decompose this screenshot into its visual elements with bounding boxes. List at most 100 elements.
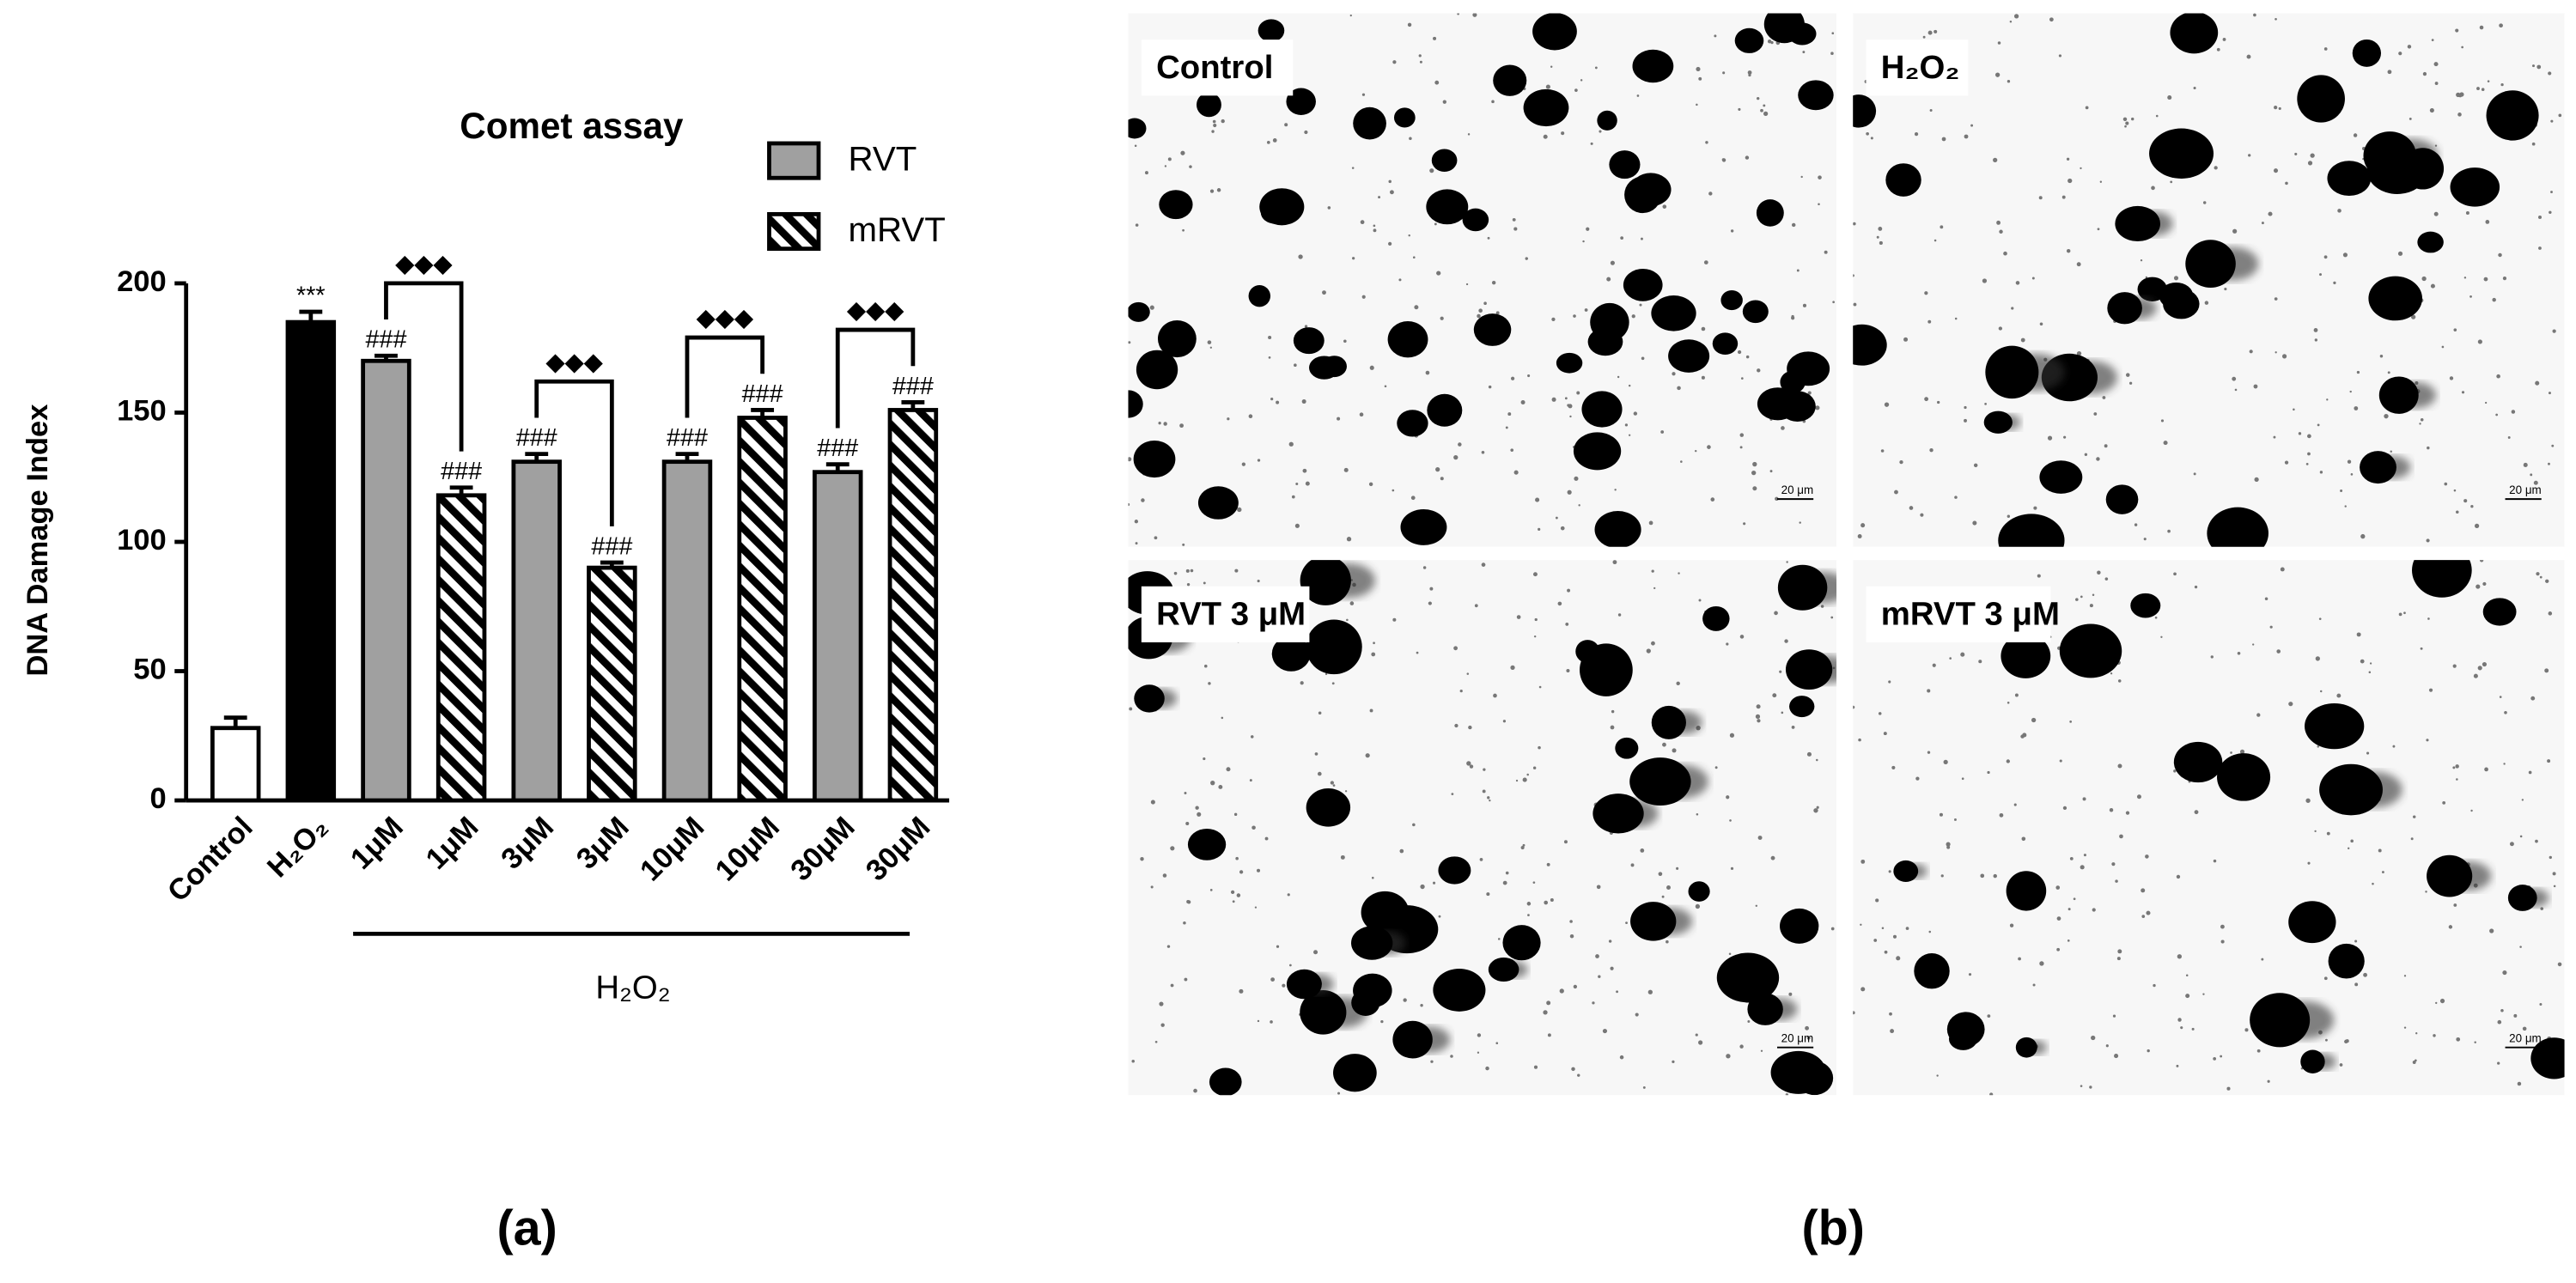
speck [2269, 625, 2273, 629]
speck [1993, 873, 1997, 879]
speck [1813, 808, 1818, 813]
cell [1438, 856, 1471, 885]
speck [1483, 768, 1486, 771]
speck [1698, 1040, 1703, 1045]
speck [2092, 593, 2095, 597]
image-label: Control [1156, 49, 1273, 86]
speck [2022, 733, 2027, 738]
speck [1646, 648, 1651, 654]
speck [1970, 124, 1974, 127]
speck [2434, 144, 2438, 147]
speck [2421, 276, 2427, 282]
speck [2552, 872, 2556, 876]
speck [1830, 52, 1834, 55]
speck [1272, 138, 1277, 143]
speck [1241, 462, 1246, 466]
speck [1436, 271, 1441, 276]
speck [2469, 295, 2472, 298]
speck [1227, 417, 1230, 421]
chart-title: Comet assay [460, 106, 684, 146]
speck [1226, 767, 1231, 772]
speck [2349, 390, 2352, 393]
speck [1361, 93, 1366, 96]
speck [2325, 1038, 2328, 1042]
speck [1532, 572, 1538, 577]
cell [1187, 828, 1227, 860]
speck [1380, 1019, 1384, 1024]
speck [2552, 329, 2556, 333]
speck [1598, 975, 1601, 978]
speck [2345, 1039, 2349, 1043]
speck [1573, 314, 1576, 318]
speck [1167, 157, 1172, 161]
speck [2347, 847, 2350, 850]
speck [1973, 463, 1978, 468]
speck [1550, 65, 1553, 68]
cell [1581, 391, 1623, 428]
speck [2080, 1085, 2083, 1087]
cell [1592, 794, 1644, 834]
x-tick-label: 3μM [570, 811, 636, 876]
speck [2031, 717, 2037, 723]
cell [2378, 376, 2419, 414]
speck [1569, 933, 1574, 939]
speck [1660, 430, 1665, 434]
legend-label: mRVT [849, 210, 946, 249]
x-tick-label: Control [161, 811, 259, 909]
speck [1610, 966, 1614, 970]
speck [1922, 35, 1926, 39]
speck [1534, 617, 1538, 622]
speck [1858, 738, 1861, 742]
cell [2328, 943, 2365, 979]
speck [1806, 1036, 1811, 1040]
speck [1235, 856, 1239, 860]
speck [1510, 665, 1515, 671]
speck [1510, 448, 1514, 452]
speck [1596, 885, 1601, 890]
speck [1701, 375, 1705, 380]
speck [1785, 1093, 1788, 1096]
speck [1934, 239, 1937, 242]
panel-label: (a) [496, 1201, 557, 1256]
speck [1964, 418, 1967, 423]
speck [1510, 376, 1515, 380]
speck [1520, 845, 1525, 850]
speck [1707, 445, 1711, 449]
speck [2557, 962, 2562, 967]
speck [1728, 952, 1732, 956]
speck [1678, 572, 1680, 575]
group-label: H₂O₂ [595, 970, 670, 1006]
speck [2354, 406, 2359, 410]
speck [2539, 1003, 2543, 1006]
speck [1729, 733, 1735, 738]
speck [1373, 224, 1376, 228]
speck [1928, 930, 1932, 933]
speck [1599, 130, 1602, 133]
speck [1388, 179, 1392, 184]
speck [2155, 114, 2159, 118]
speck [2018, 957, 2021, 961]
speck [1999, 229, 2003, 234]
cell [2149, 128, 2214, 179]
speck [2326, 398, 2329, 401]
speck [1239, 988, 1244, 994]
speck [1487, 236, 1490, 240]
cell [1597, 110, 1617, 131]
speck [1739, 1044, 1744, 1049]
speck [2390, 450, 2392, 453]
cell [1702, 605, 1730, 631]
cell [1523, 88, 1569, 127]
speck [1805, 1025, 1810, 1031]
speck [1180, 150, 1185, 155]
speck [1186, 583, 1191, 587]
speck [2033, 506, 2037, 510]
speck [1698, 599, 1702, 602]
comparison-bracket [835, 327, 916, 429]
speck [1566, 668, 1570, 673]
speck [1140, 857, 1144, 861]
speck [1628, 384, 1631, 387]
speck [2433, 211, 2439, 216]
speck [1748, 73, 1751, 77]
speck [1586, 227, 1590, 231]
speck [2503, 763, 2506, 765]
